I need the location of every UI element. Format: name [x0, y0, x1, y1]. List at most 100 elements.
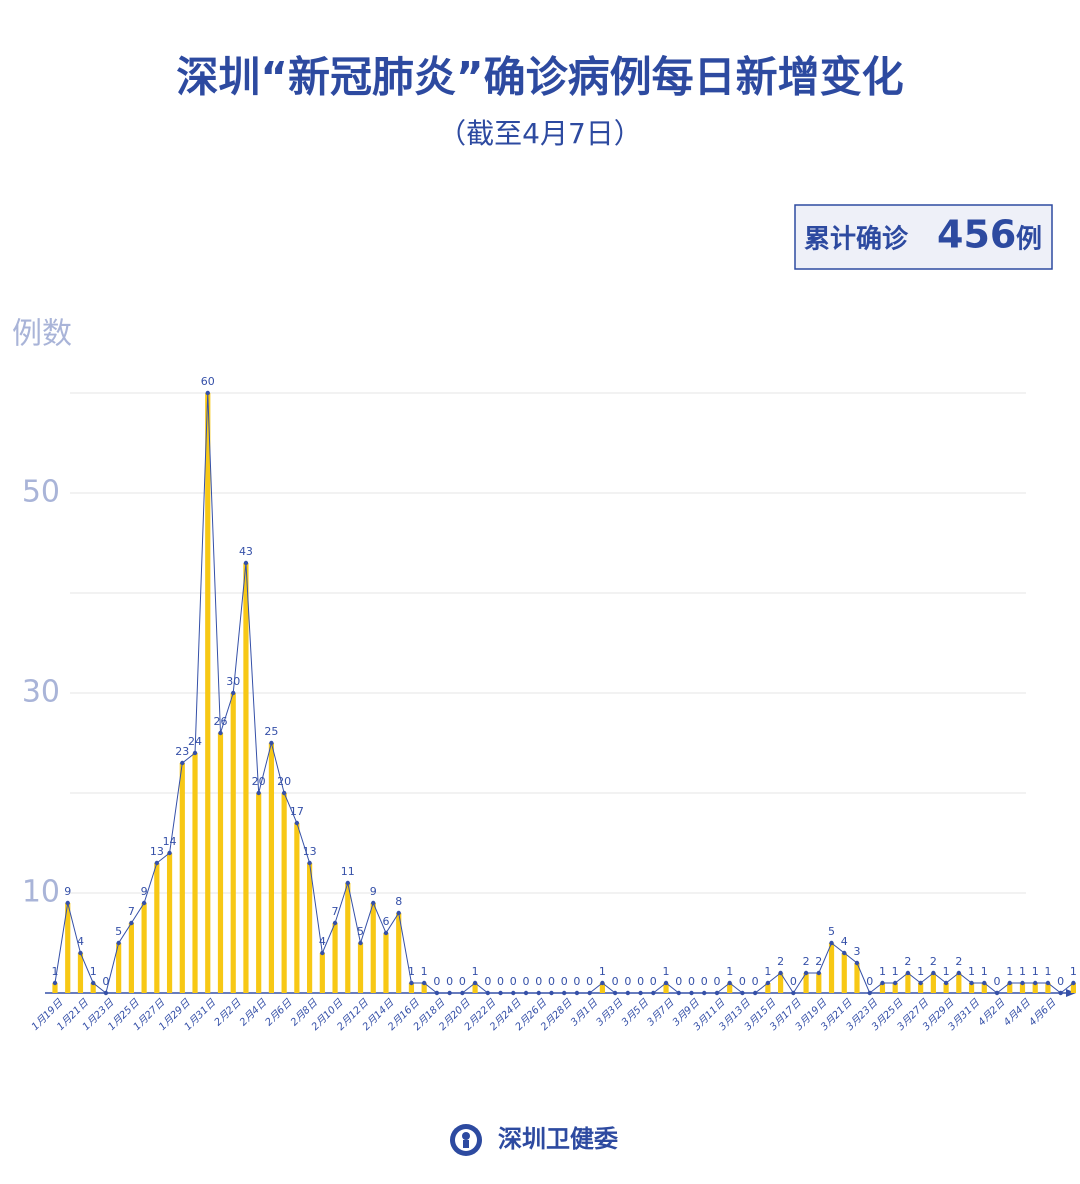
- x-tick-label: 4月6日: [1027, 997, 1059, 1029]
- point: [320, 950, 325, 956]
- bar: [281, 793, 287, 993]
- point: [141, 900, 147, 906]
- bar: [205, 393, 211, 993]
- data-label: 17: [290, 805, 304, 818]
- data-label: 0: [561, 975, 568, 988]
- bar: [981, 983, 987, 993]
- data-label: 0: [713, 975, 720, 988]
- chart-title: 深圳“新冠肺炎”确诊病例每日新增变化: [176, 53, 903, 102]
- x-tick-label: 3月3日: [594, 997, 626, 1029]
- point: [243, 560, 249, 566]
- point: [778, 970, 783, 976]
- point: [829, 940, 834, 946]
- bar: [65, 903, 71, 993]
- point: [281, 790, 287, 796]
- bar: [217, 733, 224, 993]
- x-tick-label: 3月5日: [620, 997, 652, 1029]
- x-tick-label: 3月7日: [645, 997, 677, 1029]
- data-label: 9: [370, 885, 377, 898]
- x-tick-label: 2月6日: [263, 997, 295, 1029]
- point: [231, 690, 236, 696]
- data-label: 0: [433, 975, 440, 988]
- data-label: 3: [853, 945, 860, 958]
- bar: [1032, 983, 1038, 993]
- data-label: 1: [981, 965, 988, 978]
- point: [854, 960, 860, 966]
- data-label: 1: [1070, 965, 1077, 978]
- point: [549, 990, 554, 996]
- data-label: 1: [52, 965, 59, 978]
- bar: [77, 953, 84, 993]
- data-label: 0: [548, 975, 555, 988]
- data-label: 4: [77, 935, 84, 948]
- point: [345, 880, 350, 886]
- bar: [816, 973, 822, 993]
- point: [371, 900, 376, 906]
- point: [714, 990, 720, 996]
- bar: [166, 853, 173, 993]
- point: [956, 970, 962, 976]
- point: [511, 990, 516, 996]
- point: [269, 740, 274, 746]
- point: [65, 900, 70, 906]
- point: [1071, 980, 1076, 986]
- data-label: 1: [892, 965, 899, 978]
- point: [587, 990, 592, 996]
- data-label: 0: [1057, 975, 1064, 988]
- data-label: 4: [319, 935, 326, 948]
- bar: [943, 983, 949, 993]
- data-label: 20: [252, 775, 266, 788]
- data-label: 1: [1044, 965, 1051, 978]
- bar: [968, 983, 975, 993]
- data-label: 13: [303, 845, 317, 858]
- bar: [803, 973, 809, 993]
- bar: [828, 943, 835, 993]
- bar: [727, 983, 733, 993]
- bar: [116, 943, 122, 993]
- point: [931, 970, 936, 976]
- x-tick-label: 4月4日: [1002, 997, 1034, 1029]
- data-label: 9: [64, 885, 71, 898]
- bar: [268, 743, 275, 993]
- data-label: 1: [663, 965, 670, 978]
- point: [867, 990, 872, 996]
- point: [1020, 980, 1025, 986]
- data-label: 0: [446, 975, 453, 988]
- point: [472, 980, 478, 986]
- bar: [421, 983, 427, 993]
- point: [485, 990, 491, 996]
- point: [460, 990, 465, 996]
- bar: [90, 983, 96, 993]
- data-label: 0: [497, 975, 504, 988]
- data-label: 0: [675, 975, 682, 988]
- point: [982, 980, 987, 986]
- point: [103, 990, 109, 996]
- point: [651, 990, 656, 996]
- data-label: 11: [341, 865, 355, 878]
- y-axis-label: 例数: [12, 317, 72, 352]
- point: [689, 990, 694, 996]
- point: [218, 730, 223, 736]
- data-label: 1: [599, 965, 606, 978]
- point: [409, 980, 414, 986]
- point: [1007, 980, 1012, 986]
- bar: [663, 983, 669, 993]
- data-label: 1: [943, 965, 950, 978]
- bar: [879, 983, 886, 993]
- x-tick-label: 2月2日: [213, 997, 245, 1029]
- point: [791, 990, 796, 996]
- point: [52, 980, 58, 986]
- data-label: 0: [994, 975, 1001, 988]
- data-label: 0: [459, 975, 466, 988]
- data-label: 24: [188, 735, 202, 748]
- data-label: 0: [637, 975, 644, 988]
- point: [562, 990, 567, 996]
- bar: [345, 883, 351, 993]
- data-label: 0: [688, 975, 695, 988]
- point: [663, 980, 669, 986]
- data-label: 0: [752, 975, 759, 988]
- point: [1033, 980, 1038, 986]
- data-label: 2: [803, 955, 810, 968]
- bar: [1070, 983, 1076, 993]
- data-label: 43: [239, 545, 253, 558]
